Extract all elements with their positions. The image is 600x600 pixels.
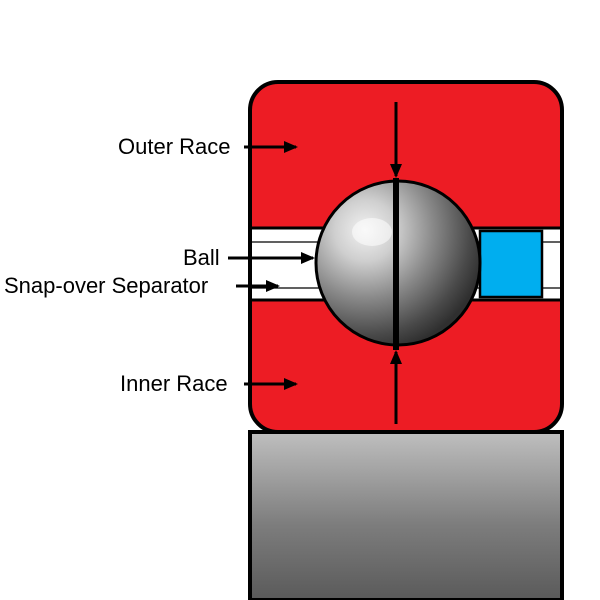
inner-race-shape — [250, 432, 562, 600]
diagram-canvas: Outer Race Ball Snap-over Separator Inne… — [0, 0, 600, 600]
housing-group — [250, 82, 562, 432]
outer-race-shape — [250, 82, 562, 432]
race-gap — [252, 228, 560, 300]
ball-shape — [316, 181, 480, 345]
label-separator: Snap-over Separator — [4, 273, 208, 299]
ball-highlight — [352, 218, 392, 246]
bearing-svg — [0, 0, 600, 600]
label-outer-race: Outer Race — [118, 134, 231, 160]
snap-over-separator — [480, 231, 542, 297]
label-ball: Ball — [183, 245, 220, 271]
label-inner-race: Inner Race — [120, 371, 228, 397]
